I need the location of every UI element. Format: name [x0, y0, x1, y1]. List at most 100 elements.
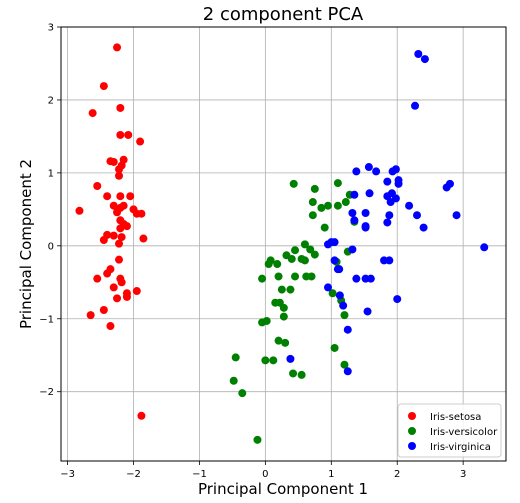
- data-point: [365, 189, 374, 198]
- data-point: [333, 179, 342, 188]
- data-point: [109, 157, 118, 166]
- y-tick-label: 0: [48, 241, 54, 252]
- legend-marker-setosa: [408, 412, 416, 420]
- y-tick-label: −1: [39, 314, 54, 325]
- data-point: [231, 353, 240, 362]
- data-point: [113, 43, 122, 52]
- data-point: [115, 255, 124, 264]
- data-point: [330, 256, 339, 265]
- data-point: [229, 376, 238, 385]
- data-point: [113, 208, 122, 217]
- y-axis-label: Principal Component 2: [17, 159, 35, 329]
- data-point: [291, 272, 300, 281]
- legend-label-versicolor: Iris-versicolor: [430, 427, 498, 438]
- data-point: [310, 250, 319, 259]
- data-point: [306, 245, 315, 254]
- data-point: [122, 292, 131, 301]
- data-point: [126, 192, 135, 201]
- data-point: [109, 231, 118, 240]
- data-point: [340, 311, 349, 320]
- data-point: [75, 206, 84, 215]
- data-point: [116, 192, 125, 201]
- data-point: [273, 260, 282, 269]
- data-point: [300, 256, 309, 265]
- chart-title: 2 component PCA: [203, 4, 364, 25]
- x-tick-label: −3: [60, 469, 75, 480]
- points-layer: [75, 43, 489, 444]
- data-point: [269, 356, 278, 365]
- data-point: [116, 130, 125, 139]
- data-point: [341, 198, 350, 207]
- data-point: [364, 163, 373, 172]
- data-point: [413, 211, 421, 220]
- data-point: [115, 165, 124, 174]
- data-point: [262, 316, 271, 325]
- data-point: [122, 222, 131, 231]
- data-point: [119, 201, 128, 210]
- data-point: [279, 312, 288, 321]
- data-point: [132, 287, 141, 296]
- data-point: [88, 109, 97, 118]
- data-point: [117, 278, 126, 287]
- y-tick-label: −2: [39, 387, 54, 398]
- data-point: [324, 283, 332, 292]
- legend: Iris-setosa Iris-versicolor Iris-virgini…: [397, 403, 502, 458]
- data-point: [328, 289, 337, 298]
- data-point: [350, 216, 359, 225]
- data-point: [261, 356, 270, 365]
- data-point: [372, 167, 381, 176]
- data-point: [339, 301, 348, 310]
- data-point: [264, 260, 273, 269]
- data-point: [279, 303, 288, 312]
- data-point: [394, 179, 403, 188]
- data-point: [274, 336, 283, 345]
- ticks-layer: −3 −2 −1 0 1 2 3 −2 −1 0 1 2 3: [39, 23, 466, 481]
- data-point: [393, 295, 402, 304]
- data-point: [287, 254, 296, 263]
- data-point: [99, 82, 108, 91]
- data-point: [291, 246, 300, 255]
- data-point: [117, 233, 126, 242]
- data-point: [420, 55, 429, 64]
- data-point: [281, 338, 290, 347]
- data-point: [308, 198, 317, 207]
- data-point: [115, 239, 124, 248]
- data-point: [307, 272, 316, 281]
- legend-marker-virginica: [408, 442, 416, 450]
- legend-label-setosa: Iris-setosa: [430, 412, 481, 423]
- x-axis-label: Principal Component 1: [198, 480, 368, 498]
- data-point: [405, 201, 414, 210]
- data-point: [411, 101, 420, 110]
- data-point: [289, 179, 298, 188]
- data-point: [391, 165, 400, 174]
- data-point: [300, 240, 309, 249]
- data-point: [286, 285, 295, 294]
- data-point: [93, 274, 102, 283]
- data-point: [414, 49, 423, 58]
- data-point: [383, 218, 392, 227]
- data-point: [93, 182, 102, 191]
- data-point: [352, 167, 361, 176]
- data-point: [335, 265, 344, 274]
- x-tick-label: −2: [126, 469, 141, 480]
- data-point: [99, 306, 108, 315]
- data-point: [348, 245, 357, 254]
- plot-frame: [60, 26, 507, 462]
- data-point: [109, 201, 118, 210]
- x-tick-label: 0: [262, 469, 268, 480]
- data-point: [352, 274, 361, 283]
- data-point: [103, 269, 112, 278]
- data-point: [330, 238, 339, 247]
- legend-marker-versicolor: [408, 427, 416, 435]
- grid-layer: [61, 26, 506, 461]
- data-point: [136, 137, 145, 146]
- data-point: [366, 274, 375, 283]
- data-point: [348, 209, 357, 217]
- data-point: [103, 192, 112, 201]
- data-point: [442, 183, 451, 192]
- data-point: [124, 130, 133, 139]
- data-point: [480, 243, 489, 252]
- data-point: [320, 223, 329, 232]
- data-point: [343, 325, 352, 334]
- data-point: [343, 367, 352, 376]
